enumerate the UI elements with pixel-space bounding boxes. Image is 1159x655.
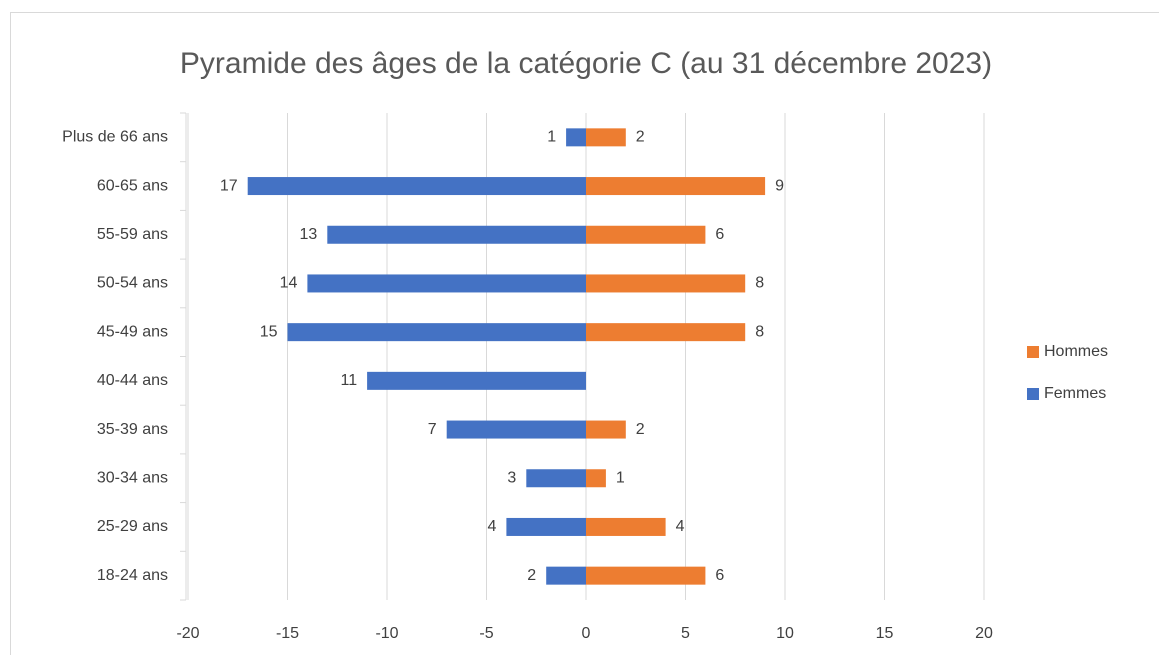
y-tick-label: 25-29 ans	[97, 518, 168, 535]
data-label: 11	[340, 372, 357, 389]
y-tick-label: 18-24 ans	[97, 567, 168, 584]
x-tick-label: -10	[375, 625, 398, 642]
chart-title: Pyramide des âges de la catégorie C (au …	[180, 47, 992, 80]
data-label: 2	[636, 129, 645, 146]
legend-swatch	[1027, 388, 1039, 400]
bar	[446, 420, 586, 439]
data-label: 4	[676, 518, 685, 535]
data-label: 8	[755, 275, 764, 292]
x-tick-label: 10	[776, 625, 794, 642]
bar	[307, 274, 586, 293]
data-label: 7	[428, 421, 437, 438]
x-tick-label: 20	[975, 625, 993, 642]
y-tick-label: 45-49 ans	[97, 323, 168, 340]
data-label: 15	[260, 323, 278, 340]
x-tick-label: -20	[176, 625, 199, 642]
bar	[566, 128, 586, 147]
data-label: 1	[616, 469, 625, 486]
bar	[586, 225, 706, 244]
legend-swatch	[1027, 346, 1039, 358]
legend-label: Hommes	[1044, 343, 1108, 360]
bar	[586, 566, 706, 585]
bar	[367, 371, 586, 390]
data-label: 6	[715, 226, 724, 243]
y-tick-label: 55-59 ans	[97, 226, 168, 243]
data-label: 8	[755, 323, 764, 340]
bar	[247, 177, 586, 196]
data-label: 14	[280, 275, 298, 292]
x-tick-label: 0	[582, 625, 591, 642]
bar	[586, 128, 626, 147]
y-tick-label: 50-54 ans	[97, 275, 168, 292]
data-label: 1	[547, 129, 556, 146]
x-tick-label: 5	[681, 625, 690, 642]
x-tick-label: 15	[876, 625, 894, 642]
x-tick-label: -5	[479, 625, 493, 642]
data-label: 17	[220, 177, 238, 194]
x-tick-label: -15	[276, 625, 299, 642]
bar	[506, 517, 586, 536]
bar	[526, 469, 586, 488]
data-label: 2	[527, 567, 536, 584]
y-tick-label: 40-44 ans	[97, 372, 168, 389]
bar	[586, 469, 606, 488]
bar	[546, 566, 586, 585]
bar	[586, 177, 766, 196]
bar	[287, 323, 586, 342]
y-tick-label: 35-39 ans	[97, 421, 168, 438]
legend-label: Femmes	[1044, 385, 1106, 402]
bar	[327, 225, 586, 244]
data-label: 3	[507, 469, 516, 486]
bar	[586, 274, 746, 293]
data-label: 9	[775, 177, 784, 194]
bar	[586, 517, 666, 536]
bar	[586, 420, 626, 439]
bar	[586, 323, 746, 342]
y-tick-label: 60-65 ans	[97, 177, 168, 194]
y-tick-label: Plus de 66 ans	[62, 129, 168, 146]
data-label: 4	[487, 518, 496, 535]
y-tick-label: 30-34 ans	[97, 469, 168, 486]
data-label: 2	[636, 421, 645, 438]
data-label: 13	[300, 226, 318, 243]
data-label: 6	[715, 567, 724, 584]
